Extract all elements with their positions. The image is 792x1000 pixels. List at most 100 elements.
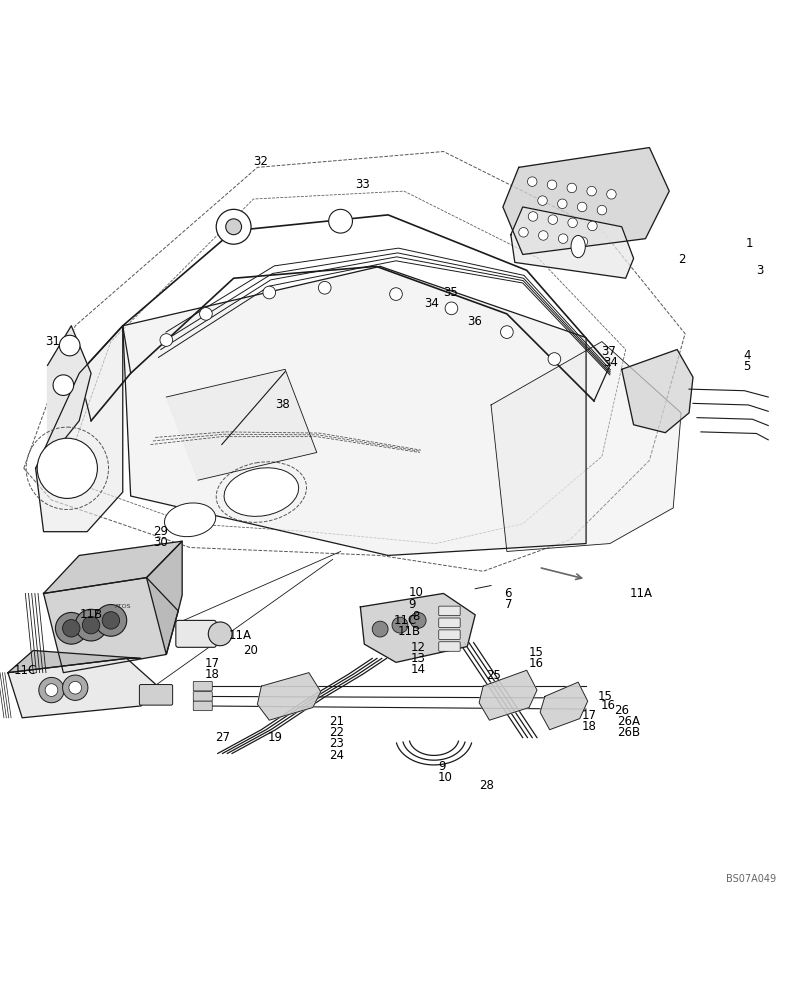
- Circle shape: [160, 334, 173, 346]
- Circle shape: [69, 681, 82, 694]
- Text: 13: 13: [410, 652, 425, 665]
- FancyBboxPatch shape: [193, 692, 212, 701]
- Polygon shape: [36, 326, 123, 532]
- Circle shape: [53, 375, 74, 395]
- Circle shape: [75, 609, 107, 641]
- Circle shape: [587, 186, 596, 196]
- Text: 4: 4: [743, 349, 750, 362]
- Circle shape: [445, 302, 458, 315]
- Ellipse shape: [224, 468, 299, 516]
- FancyBboxPatch shape: [439, 642, 460, 651]
- Circle shape: [372, 621, 388, 637]
- Text: 15: 15: [529, 646, 544, 659]
- Circle shape: [519, 228, 528, 237]
- Text: 26: 26: [614, 704, 629, 717]
- Circle shape: [567, 183, 577, 193]
- Circle shape: [539, 231, 548, 240]
- Circle shape: [577, 202, 587, 212]
- FancyBboxPatch shape: [139, 685, 173, 705]
- Circle shape: [95, 605, 127, 636]
- Polygon shape: [360, 593, 475, 662]
- Text: 33: 33: [355, 178, 370, 191]
- Text: 28: 28: [479, 779, 494, 792]
- Text: 2: 2: [678, 253, 685, 266]
- Text: 26A: 26A: [617, 715, 640, 728]
- Circle shape: [588, 221, 597, 231]
- Text: 19: 19: [268, 731, 283, 744]
- Circle shape: [558, 199, 567, 209]
- Circle shape: [55, 612, 87, 644]
- Text: 24: 24: [329, 749, 344, 762]
- Circle shape: [527, 177, 537, 186]
- FancyBboxPatch shape: [439, 618, 460, 628]
- Circle shape: [63, 620, 80, 637]
- Ellipse shape: [571, 235, 585, 258]
- Text: 6: 6: [505, 587, 512, 600]
- Polygon shape: [8, 658, 157, 718]
- Text: 9: 9: [438, 760, 445, 773]
- Circle shape: [528, 212, 538, 221]
- Text: 27: 27: [215, 731, 230, 744]
- Text: 11A: 11A: [229, 629, 252, 642]
- Text: 22: 22: [329, 726, 344, 739]
- Text: 18: 18: [581, 720, 596, 733]
- Text: 32: 32: [253, 155, 268, 168]
- Circle shape: [390, 288, 402, 300]
- Text: 37: 37: [601, 345, 616, 358]
- FancyBboxPatch shape: [176, 620, 216, 647]
- Text: 34: 34: [604, 356, 619, 369]
- Polygon shape: [257, 673, 321, 720]
- Text: 36: 36: [467, 315, 482, 328]
- Text: 11B: 11B: [79, 608, 102, 621]
- Circle shape: [607, 190, 616, 199]
- Text: 38: 38: [276, 398, 291, 411]
- Text: 10: 10: [438, 771, 453, 784]
- Text: 17: 17: [581, 709, 596, 722]
- Text: 11A: 11A: [630, 587, 653, 600]
- Circle shape: [82, 616, 100, 634]
- Polygon shape: [8, 650, 141, 673]
- Circle shape: [39, 677, 64, 703]
- Circle shape: [263, 286, 276, 299]
- Text: 10: 10: [409, 586, 424, 599]
- Circle shape: [501, 326, 513, 338]
- Text: 11B: 11B: [398, 625, 421, 638]
- Text: 5: 5: [743, 360, 750, 373]
- Circle shape: [63, 675, 88, 700]
- Polygon shape: [123, 266, 586, 555]
- Circle shape: [329, 209, 352, 233]
- Circle shape: [558, 234, 568, 243]
- Text: BS07A049: BS07A049: [726, 874, 776, 884]
- Text: 25: 25: [486, 669, 501, 682]
- Text: 29: 29: [153, 525, 168, 538]
- Circle shape: [597, 205, 607, 215]
- Text: 31: 31: [45, 335, 60, 348]
- Text: 16: 16: [529, 657, 544, 670]
- Polygon shape: [503, 148, 669, 254]
- Polygon shape: [479, 670, 537, 720]
- Text: 11C: 11C: [394, 614, 417, 627]
- Text: 9: 9: [409, 598, 416, 611]
- Circle shape: [547, 180, 557, 190]
- Circle shape: [37, 438, 97, 498]
- Circle shape: [102, 612, 120, 629]
- Circle shape: [392, 617, 408, 633]
- Text: 1: 1: [746, 237, 753, 250]
- Text: 17: 17: [204, 657, 219, 670]
- Polygon shape: [491, 342, 681, 551]
- Text: 15: 15: [598, 690, 613, 703]
- Text: 26B: 26B: [617, 726, 640, 739]
- Text: 3: 3: [756, 264, 763, 277]
- Circle shape: [578, 237, 588, 247]
- Text: 34: 34: [425, 297, 440, 310]
- Text: 30: 30: [153, 536, 168, 549]
- Text: 16: 16: [600, 699, 615, 712]
- Text: 12: 12: [410, 641, 425, 654]
- Circle shape: [318, 281, 331, 294]
- Circle shape: [538, 196, 547, 205]
- FancyBboxPatch shape: [439, 630, 460, 639]
- Circle shape: [200, 308, 212, 320]
- Text: 8: 8: [412, 610, 419, 623]
- Text: 14: 14: [410, 663, 425, 676]
- Text: 23: 23: [329, 737, 344, 750]
